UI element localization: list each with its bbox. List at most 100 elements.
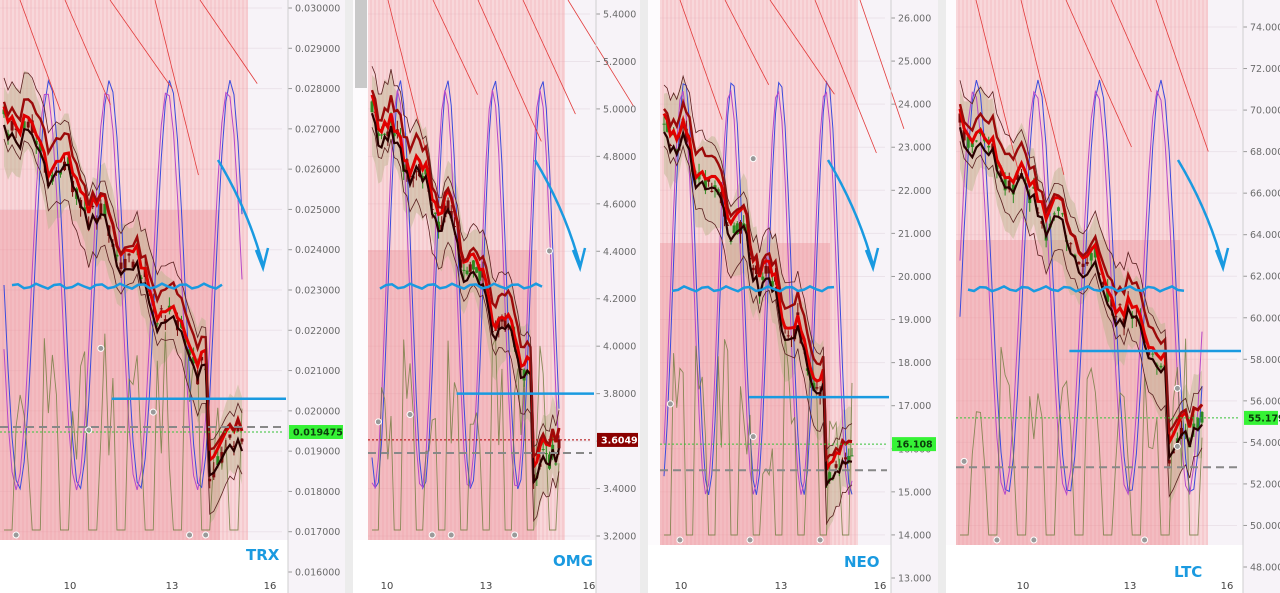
y-tick-label: 3.8000 <box>603 389 636 400</box>
candle-body <box>386 131 390 137</box>
chart-canvas[interactable]: 26.000 25.000 24.000 23.000 22.000 21.000 20.0… <box>648 0 938 593</box>
oscillator-line <box>959 89 1203 497</box>
candle-body <box>991 143 995 150</box>
pivot-dot <box>85 426 93 434</box>
pivot-dot <box>749 433 757 441</box>
x-tick-label: 16 <box>264 581 277 592</box>
candle-body <box>462 269 466 271</box>
y-tick-label: 58.000 <box>1250 355 1280 366</box>
y-tick-label: 0.028000 <box>295 84 340 95</box>
chart-panel-neo[interactable]: 26.000 25.000 24.000 23.000 22.000 21.000 20.0… <box>648 0 938 593</box>
x-tick-label: 16 <box>874 581 887 592</box>
candle-body <box>236 426 240 432</box>
candle-body <box>192 356 196 364</box>
candle-body <box>38 143 42 152</box>
symbol-label: LTC <box>1174 563 1202 581</box>
candle-body <box>675 149 679 151</box>
candle-body <box>767 266 771 274</box>
candle-body <box>970 142 974 148</box>
chart-canvas[interactable]: 5.4000 5.2000 5.0000 4.8000 4.6000 4.4000 4.20… <box>353 0 640 593</box>
candle-body <box>1106 289 1110 302</box>
y-tick-label: 21.000 <box>898 229 931 240</box>
bottom-strip <box>353 540 596 593</box>
candle-body <box>370 101 374 113</box>
candle-body <box>1102 281 1106 285</box>
y-tick-label: 3.4000 <box>603 484 636 495</box>
pivot-dot <box>816 536 824 544</box>
x-tick-label: 16 <box>1221 581 1234 592</box>
candle-body <box>414 171 418 173</box>
candle-body <box>1200 412 1204 423</box>
candle-body <box>987 145 991 148</box>
chart-panel-omg[interactable]: 5.4000 5.2000 5.0000 4.8000 4.6000 4.4000 4.20… <box>353 0 640 593</box>
envelope-line <box>371 66 560 448</box>
candle-body <box>67 157 71 166</box>
y-tick-label: 20.000 <box>898 272 931 283</box>
candle-body <box>684 128 688 143</box>
pivot-dot <box>12 531 20 539</box>
y-tick-label: 4.0000 <box>603 342 636 353</box>
x-tick-label: 10 <box>381 581 394 592</box>
pivot-dot <box>746 536 754 544</box>
candle-body <box>446 200 450 212</box>
candle-body <box>1069 243 1073 245</box>
x-tick-label: 13 <box>775 581 788 592</box>
pivot-dot <box>1173 442 1181 450</box>
chart-panel-ltc[interactable]: 74.000 72.000 70.000 68.000 66.000 64.000 62.0… <box>946 0 1280 593</box>
candle-body <box>216 456 220 466</box>
candle-body <box>544 453 548 455</box>
moving-average-slow <box>2 98 244 451</box>
pivot-dot <box>1030 536 1038 544</box>
panel-divider <box>640 0 648 593</box>
candle-body <box>1159 365 1163 368</box>
candle-body <box>1011 184 1015 195</box>
fan-line <box>64 0 111 105</box>
candle-body <box>478 269 482 281</box>
y-tick-label: 4.8000 <box>603 152 636 163</box>
envelope-line <box>663 74 853 451</box>
chart-panel-trx[interactable]: 0.030000 0.029000 0.028000 0.027000 0.026000… <box>0 0 345 593</box>
y-tick-label: 0.030000 <box>295 4 340 15</box>
price-tag-label: 0.019475 <box>293 428 343 439</box>
axis-area <box>1208 0 1280 593</box>
candle-body <box>163 319 167 322</box>
price-tag-label: 55.179 <box>1248 413 1280 424</box>
pivot-dot <box>447 531 455 539</box>
price-tag <box>289 425 343 440</box>
candle-body <box>433 212 437 214</box>
pivot-dot <box>676 536 684 544</box>
y-tick-label: 14.000 <box>898 530 931 541</box>
y-tick-label: 0.020000 <box>295 406 340 417</box>
fan-line <box>814 0 877 154</box>
moving-average-mid <box>958 127 1203 462</box>
candle-body <box>754 265 758 275</box>
chart-canvas[interactable]: 74.000 72.000 70.000 68.000 66.000 64.000 62.0… <box>946 0 1280 593</box>
candle-body <box>834 464 838 468</box>
candle-body <box>95 218 99 220</box>
pivot-dot <box>406 410 414 418</box>
candle-body <box>761 276 765 280</box>
candle-body <box>1093 245 1097 258</box>
chart-canvas[interactable]: 0.030000 0.029000 0.028000 0.027000 0.026000… <box>0 0 345 593</box>
candle-body <box>1089 253 1093 261</box>
y-tick-label: 0.016000 <box>295 568 340 579</box>
candle-body <box>22 121 26 129</box>
candle-body <box>732 225 736 233</box>
candle-body <box>240 438 244 442</box>
pivot-dot <box>149 408 157 416</box>
fan-line <box>19 0 61 111</box>
oscillator-line <box>663 89 853 495</box>
pivot-dot <box>960 457 968 465</box>
arrow-annotation <box>216 159 270 273</box>
envelope-line <box>959 141 1203 498</box>
candle-body <box>726 224 730 226</box>
x-tick-label: 10 <box>1017 581 1030 592</box>
y-tick-label: 17.000 <box>898 401 931 412</box>
oscillator-line <box>371 89 560 490</box>
fan-line <box>724 0 770 85</box>
price-tag-label: 16.108 <box>896 440 933 451</box>
y-tick-label: 60.000 <box>1250 313 1280 324</box>
envelope-line <box>663 144 853 526</box>
y-tick-label: 56.000 <box>1250 396 1280 407</box>
y-tick-label: 4.2000 <box>603 294 636 305</box>
